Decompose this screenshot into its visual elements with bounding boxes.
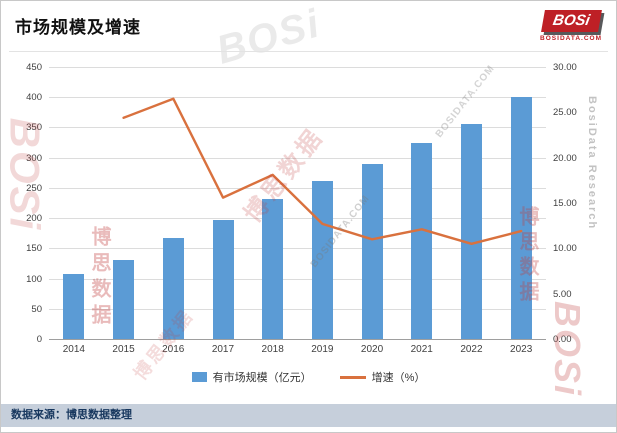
left-axis-label: 0 (36, 334, 42, 345)
x-axis-label: 2023 (510, 344, 533, 355)
gridline (49, 278, 546, 280)
legend-line-swatch (339, 375, 366, 379)
legend-line-label: 增速（%） (371, 372, 426, 384)
right-axis-label: 25.00 (553, 107, 577, 119)
gridline (49, 67, 546, 68)
growth-rate-line (122, 97, 523, 246)
bosidata-logo: BOSi BOSIDATA.COM (540, 10, 602, 42)
left-axis-label: 400 (26, 92, 42, 104)
x-axis-label: 2014 (62, 344, 85, 355)
left-axis-label: 150 (26, 243, 42, 255)
left-axis-label: 50 (31, 303, 42, 315)
gridline (49, 248, 546, 250)
logo-domain-text: BOSIDATA.COM (540, 35, 602, 42)
logo-mark: BOSi (540, 10, 602, 32)
x-axis-label: 2019 (311, 344, 334, 355)
data-source-bar: 数据来源：博思数据整理 (1, 404, 616, 427)
right-axis-label: 10.00 (553, 243, 577, 255)
legend-bar-label: 有市场规模（亿元） (212, 372, 312, 384)
left-axis-label: 300 (26, 152, 42, 164)
gridline (49, 308, 546, 310)
bar (162, 237, 184, 339)
bar (361, 164, 383, 339)
bar (113, 259, 135, 339)
x-axis-label: 2015 (112, 344, 135, 355)
bar (311, 181, 333, 339)
legend-item-growth-rate: 增速（%） (339, 369, 426, 385)
bar (63, 273, 85, 339)
right-axis-label: 15.00 (553, 198, 577, 209)
gridline (49, 97, 546, 99)
left-axis-label: 450 (26, 62, 42, 73)
x-axis-label: 2020 (360, 344, 384, 355)
legend-item-market-size: 有市场规模（亿元） (191, 369, 312, 385)
left-axis-label: 200 (26, 213, 42, 225)
bar (212, 219, 234, 339)
chart-area: 0 50 100 150 200 250 300 350 400 450 0.00 5.00 10.00… (11, 59, 596, 361)
bar (510, 97, 532, 339)
right-axis-label: 30.00 (553, 62, 577, 73)
x-axis-line (49, 339, 546, 340)
bar (461, 123, 482, 339)
x-axis-label: 2022 (460, 344, 483, 355)
bar (262, 198, 284, 339)
bar (411, 143, 433, 339)
header-divider (9, 51, 608, 52)
legend-bar-swatch (191, 372, 207, 382)
right-axis-label: 0.00 (553, 334, 572, 345)
x-axis-label: 2017 (211, 344, 235, 355)
x-axis-label: 2018 (261, 344, 284, 355)
left-axis-label: 350 (26, 122, 42, 134)
page-title: 市场规模及增速 (15, 18, 141, 37)
left-axis-label: 250 (26, 182, 42, 194)
right-axis-label: 5.00 (553, 288, 572, 300)
x-axis-label: 2016 (162, 344, 185, 355)
left-axis-label: 100 (26, 273, 42, 285)
chart-legend: 有市场规模（亿元） 增速（%） (1, 369, 616, 385)
x-axis-label: 2021 (410, 344, 433, 355)
right-axis-label: 20.00 (553, 152, 577, 164)
